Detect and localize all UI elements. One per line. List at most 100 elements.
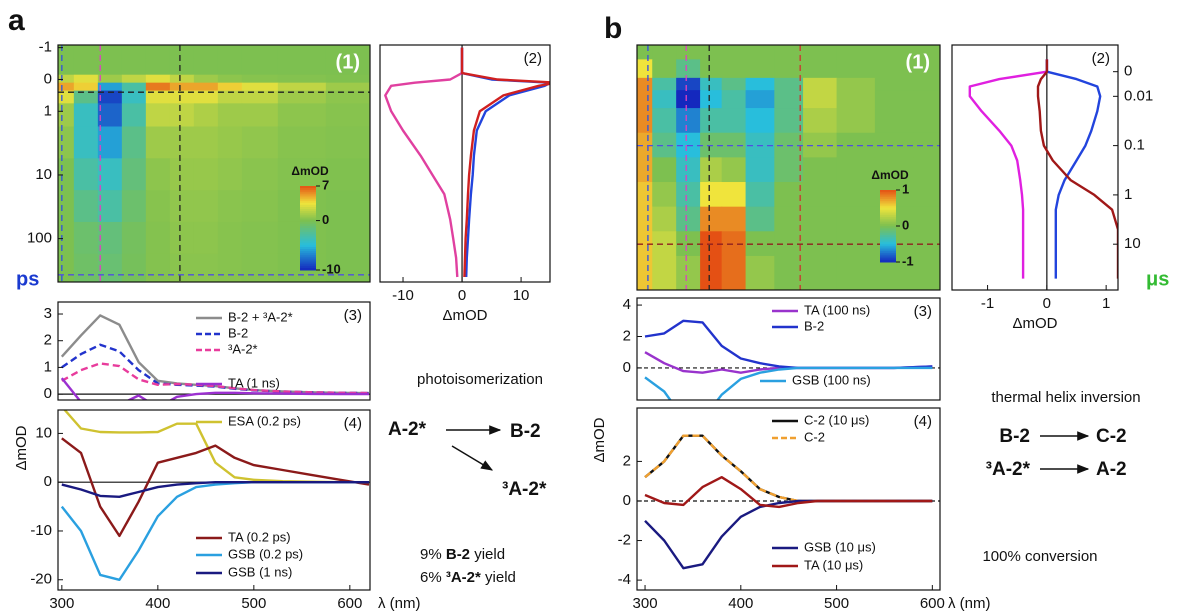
colorbar-segment	[880, 226, 896, 229]
heat-cell	[241, 103, 279, 127]
heat-cell	[836, 108, 876, 134]
heat-cell	[169, 126, 195, 159]
heat-cell	[241, 158, 279, 191]
plot-area	[637, 319, 940, 400]
colorbar-segment	[300, 204, 316, 208]
heat-cell	[325, 190, 370, 223]
heat-cell	[836, 255, 876, 290]
heat-cell	[193, 158, 219, 191]
colorbar-segment	[300, 257, 316, 260]
heat-cell	[58, 58, 75, 76]
colorbar-segment	[300, 236, 316, 239]
colorbar-segment	[300, 217, 316, 221]
heat-cell	[121, 82, 147, 92]
colorbar-segment	[300, 240, 316, 244]
heat-cell	[277, 103, 327, 127]
heat-cell	[652, 157, 677, 183]
panel-title: (4)	[914, 413, 932, 430]
y-tick-label: 0	[44, 473, 52, 490]
heat-cell	[745, 255, 775, 290]
heat-cell	[145, 74, 171, 84]
heat-cell	[913, 182, 940, 208]
heat-cell	[73, 253, 99, 282]
heat-cell	[774, 45, 804, 60]
scheme-process: photoisomerization	[417, 371, 543, 388]
heat-cell	[637, 45, 653, 60]
heat-cell	[97, 58, 123, 76]
heat-cell	[97, 82, 123, 92]
heat-cell	[58, 190, 75, 223]
plot-frame	[951, 44, 1119, 291]
heat-cell	[803, 182, 838, 208]
legend-label: C-2 (10 μs)	[804, 412, 869, 427]
colorbar-segment	[880, 209, 896, 213]
heat-cell	[913, 206, 940, 232]
heat-cell	[325, 45, 370, 60]
yield-text: yield	[481, 569, 516, 586]
heat-cell	[745, 182, 775, 208]
scheme-species: A-2	[1096, 459, 1127, 480]
heat-cell	[145, 253, 171, 282]
panel-title: (3)	[344, 307, 362, 324]
colorbar-segment	[880, 193, 896, 196]
legend-label: ³A-2*	[228, 341, 258, 356]
heat-cell	[700, 45, 723, 60]
colorbar-segment	[300, 186, 316, 189]
heat-cell	[676, 59, 701, 79]
heat-cell	[652, 206, 677, 232]
colorbar-segment	[880, 202, 896, 205]
series-line	[60, 314, 370, 395]
heat-cell	[145, 103, 171, 127]
yield-text: 9%	[420, 546, 446, 563]
heat-cell	[803, 45, 838, 60]
plot-area	[384, 45, 550, 282]
heat-cell	[169, 221, 195, 255]
heat-cell	[913, 77, 940, 91]
heat-cell	[121, 158, 147, 191]
heat-cell	[145, 190, 171, 223]
heat-cell	[241, 82, 279, 92]
series-line	[384, 47, 464, 278]
heat-cell	[774, 157, 804, 183]
chart: TA (100 ns)B-2 GSB (100 ns) (3) 0 2 4 ΔmOD	[591, 296, 941, 463]
heat-cell	[721, 77, 747, 91]
heat-cell	[121, 221, 147, 255]
heat-cell	[325, 82, 370, 92]
y-tick-label: 2	[623, 452, 631, 469]
series-line	[644, 476, 933, 509]
heat-cell	[97, 90, 123, 104]
heat-cell	[73, 103, 99, 127]
heat-cell	[803, 90, 838, 109]
heat-cell	[913, 108, 940, 134]
heat-cell	[874, 108, 914, 134]
chart: (2) -10 0 10 ΔmOD	[379, 44, 551, 324]
colorbar-segment	[300, 234, 316, 237]
y-tick-label: 0	[44, 70, 52, 87]
colorbar-segment	[300, 228, 316, 231]
heat-cell	[676, 45, 701, 60]
heat-cell	[193, 90, 219, 104]
scheme-yield: 6% ³A-2* yield	[420, 569, 516, 586]
heat-cell	[169, 58, 195, 76]
heat-cell	[913, 59, 940, 79]
heat-cell	[913, 157, 940, 183]
plot-area	[58, 314, 370, 400]
heat-cell	[836, 182, 876, 208]
heat-cell	[652, 255, 677, 290]
scheme-b: thermal helix inversion B-2 C-2 ³A-2* A-…	[982, 389, 1140, 565]
heat-cell	[652, 77, 677, 91]
heat-cell	[637, 255, 653, 290]
colorbar-segment	[880, 206, 896, 209]
heat-cell	[97, 158, 123, 191]
y-tick-label: -2	[618, 532, 631, 549]
heat-cell	[277, 126, 327, 159]
series-line	[644, 434, 933, 503]
heat-cell	[58, 74, 75, 84]
heat-cell	[277, 158, 327, 191]
heat-cell	[700, 206, 723, 232]
colorbar-segment	[880, 254, 896, 258]
colorbar-segment	[300, 230, 316, 233]
colorbar-segment	[300, 198, 316, 202]
